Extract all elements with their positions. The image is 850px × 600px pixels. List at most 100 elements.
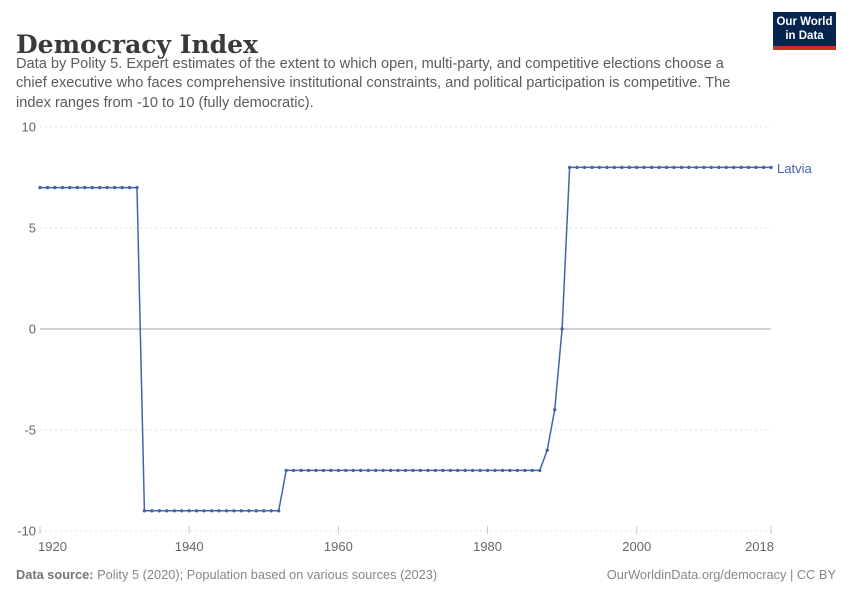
data-point[interactable] bbox=[523, 468, 527, 473]
data-point[interactable] bbox=[597, 165, 602, 170]
data-point[interactable] bbox=[321, 468, 326, 473]
data-point[interactable] bbox=[209, 509, 214, 513]
data-point[interactable] bbox=[769, 165, 773, 170]
data-point[interactable] bbox=[575, 165, 579, 170]
data-point[interactable] bbox=[441, 468, 445, 473]
data-point[interactable] bbox=[508, 468, 512, 473]
data-point[interactable] bbox=[187, 509, 191, 513]
data-point[interactable] bbox=[299, 468, 303, 473]
data-point[interactable] bbox=[194, 509, 199, 513]
owid-logo[interactable]: Our World in Data bbox=[773, 12, 836, 50]
data-point[interactable] bbox=[359, 468, 363, 473]
data-point[interactable] bbox=[374, 468, 378, 473]
data-point[interactable] bbox=[657, 165, 661, 170]
data-point[interactable] bbox=[284, 468, 288, 473]
data-point[interactable] bbox=[172, 509, 176, 513]
data-point[interactable] bbox=[90, 185, 94, 190]
data-point[interactable] bbox=[627, 165, 631, 170]
data-point[interactable] bbox=[165, 509, 169, 513]
data-point[interactable] bbox=[60, 185, 65, 190]
data-point[interactable] bbox=[456, 468, 460, 473]
data-point[interactable] bbox=[217, 509, 221, 513]
data-point[interactable] bbox=[98, 185, 102, 190]
data-point[interactable] bbox=[239, 509, 244, 513]
data-point[interactable] bbox=[605, 165, 609, 170]
data-point[interactable] bbox=[463, 468, 467, 473]
data-point[interactable] bbox=[344, 468, 348, 473]
footer-link-license[interactable]: OurWorldinData.org/democracy | CC BY bbox=[606, 567, 836, 582]
data-point[interactable] bbox=[291, 468, 296, 473]
data-point[interactable] bbox=[545, 448, 549, 452]
data-point[interactable] bbox=[329, 468, 333, 473]
data-point[interactable] bbox=[180, 509, 184, 513]
data-point[interactable] bbox=[754, 165, 758, 170]
data-point[interactable] bbox=[761, 165, 766, 170]
data-point[interactable] bbox=[530, 468, 534, 473]
data-point[interactable] bbox=[418, 468, 423, 473]
data-point[interactable] bbox=[388, 468, 393, 473]
data-point[interactable] bbox=[150, 509, 154, 513]
data-point[interactable] bbox=[478, 468, 482, 473]
data-point[interactable] bbox=[142, 509, 147, 513]
data-point[interactable] bbox=[560, 327, 564, 331]
data-point[interactable] bbox=[567, 165, 572, 170]
data-point[interactable] bbox=[448, 468, 452, 473]
series-end-label-latvia[interactable]: Latvia bbox=[777, 161, 812, 176]
data-point[interactable] bbox=[702, 165, 706, 170]
data-point[interactable] bbox=[45, 185, 50, 190]
data-point[interactable] bbox=[336, 468, 341, 473]
data-point[interactable] bbox=[157, 509, 161, 513]
data-point[interactable] bbox=[709, 165, 713, 170]
data-point[interactable] bbox=[381, 468, 385, 473]
data-point[interactable] bbox=[679, 165, 684, 170]
data-point[interactable] bbox=[396, 468, 400, 473]
data-point[interactable] bbox=[590, 165, 594, 170]
data-point[interactable] bbox=[553, 408, 557, 412]
data-point[interactable] bbox=[672, 165, 676, 170]
data-point[interactable] bbox=[75, 185, 80, 190]
data-point[interactable] bbox=[411, 468, 415, 473]
series-line-latvia[interactable] bbox=[40, 166, 771, 512]
data-point[interactable] bbox=[112, 185, 117, 190]
data-point[interactable] bbox=[254, 509, 258, 513]
data-point[interactable] bbox=[687, 165, 691, 170]
data-point[interactable] bbox=[500, 468, 505, 473]
data-point[interactable] bbox=[306, 468, 311, 473]
data-point[interactable] bbox=[120, 185, 124, 190]
data-point[interactable] bbox=[135, 185, 139, 190]
data-point[interactable] bbox=[538, 468, 542, 473]
data-point[interactable] bbox=[642, 165, 646, 170]
data-point[interactable] bbox=[202, 509, 206, 513]
data-point[interactable] bbox=[746, 165, 751, 170]
data-point[interactable] bbox=[269, 509, 273, 513]
data-point[interactable] bbox=[366, 468, 370, 473]
data-point[interactable] bbox=[314, 468, 318, 473]
data-point[interactable] bbox=[650, 165, 654, 170]
data-point[interactable] bbox=[612, 165, 617, 170]
data-point[interactable] bbox=[433, 468, 437, 473]
data-point[interactable] bbox=[403, 468, 408, 473]
data-point[interactable] bbox=[232, 509, 236, 513]
data-point[interactable] bbox=[351, 468, 355, 473]
data-point[interactable] bbox=[717, 165, 721, 170]
data-point[interactable] bbox=[582, 165, 587, 170]
data-point[interactable] bbox=[470, 468, 475, 473]
data-point[interactable] bbox=[53, 185, 57, 190]
data-point[interactable] bbox=[694, 165, 699, 170]
data-point[interactable] bbox=[224, 509, 229, 513]
data-point[interactable] bbox=[105, 185, 109, 190]
data-point[interactable] bbox=[38, 185, 42, 190]
data-point[interactable] bbox=[515, 468, 520, 473]
data-point[interactable] bbox=[493, 468, 497, 473]
data-point[interactable] bbox=[739, 165, 743, 170]
data-point[interactable] bbox=[635, 165, 639, 170]
data-point[interactable] bbox=[485, 468, 490, 473]
data-point[interactable] bbox=[664, 165, 669, 170]
data-point[interactable] bbox=[724, 165, 728, 170]
data-point[interactable] bbox=[127, 185, 132, 190]
data-point[interactable] bbox=[247, 509, 251, 513]
data-point[interactable] bbox=[732, 165, 736, 170]
data-point[interactable] bbox=[262, 509, 266, 513]
data-point[interactable] bbox=[83, 185, 87, 190]
